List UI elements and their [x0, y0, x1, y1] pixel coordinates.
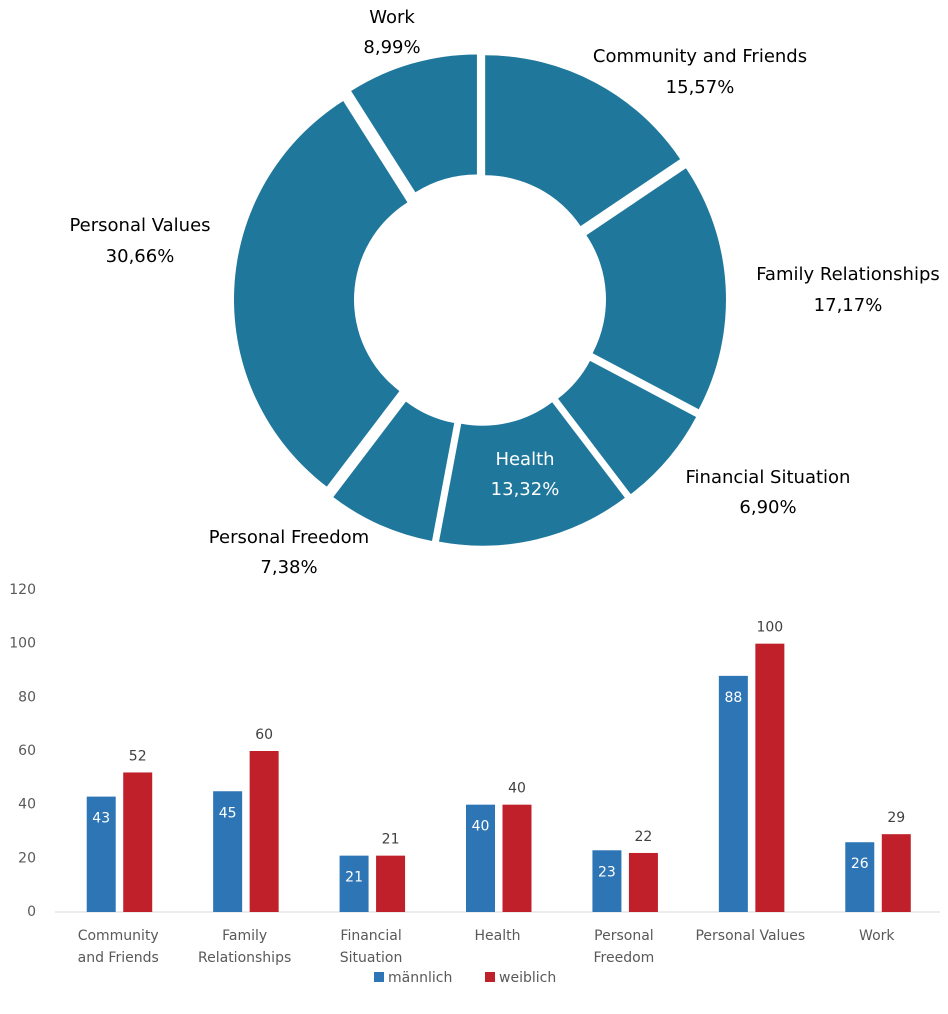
- slice-label: Family Relationships: [756, 264, 940, 285]
- donut-slice: [586, 168, 726, 410]
- legend-label: männlich: [388, 970, 452, 986]
- donut-slice: [234, 101, 408, 487]
- slice-value-label: 6,90%: [739, 497, 796, 518]
- donut-slice: [439, 402, 625, 546]
- bar: [339, 855, 369, 912]
- bar-value-label: 22: [635, 829, 653, 845]
- donut-slice: [333, 401, 455, 541]
- bar-value-label: 45: [219, 805, 237, 821]
- bar: [881, 834, 911, 912]
- bar: [213, 791, 243, 912]
- bar: [628, 852, 658, 912]
- bar-value-label: 60: [255, 727, 273, 743]
- bar: [502, 804, 532, 912]
- bar: [845, 842, 875, 912]
- slice-value-label: 8,99%: [363, 37, 420, 58]
- slice-label: Personal Freedom: [209, 527, 369, 548]
- bar-value-label: 26: [851, 856, 869, 872]
- bar-value-label: 43: [92, 811, 110, 827]
- slice-value-label: 13,32%: [491, 479, 560, 500]
- bar: [592, 850, 622, 912]
- slice-label: Community and Friends: [593, 46, 807, 67]
- bar-value-label: 23: [598, 864, 616, 880]
- y-tick-label: 0: [27, 904, 36, 920]
- legend-swatch: [485, 972, 495, 982]
- bar-value-label: 40: [472, 819, 490, 835]
- bar-value-label: 21: [382, 832, 400, 848]
- bar: [718, 675, 748, 912]
- slice-value-label: 17,17%: [814, 295, 883, 316]
- bar-value-label: 88: [724, 690, 742, 706]
- x-tick-label: Work: [859, 928, 895, 944]
- donut-slice: [351, 54, 477, 193]
- bar: [466, 804, 495, 912]
- x-tick-label: Health: [474, 928, 521, 944]
- y-tick-label: 40: [18, 797, 36, 813]
- bar-value-label: 29: [887, 810, 905, 826]
- x-tick-label: Family Relationships: [198, 928, 292, 966]
- bar-value-label: 21: [345, 870, 363, 886]
- bar-value-label: 52: [129, 748, 147, 764]
- bar: [249, 751, 279, 912]
- donut-slice: [485, 55, 681, 227]
- slice-label: Health: [495, 449, 554, 470]
- slice-value-label: 15,57%: [666, 77, 735, 98]
- slice-label: Personal Values: [69, 215, 210, 236]
- x-tick-label: Personal Values: [695, 928, 806, 944]
- x-tick-label: Personal Freedom: [593, 928, 655, 966]
- bar: [755, 643, 785, 912]
- legend-label: weiblich: [499, 970, 556, 986]
- y-tick-label: 120: [9, 582, 36, 598]
- x-tick-label: Financial Situation: [339, 928, 403, 966]
- bar: [123, 772, 153, 912]
- slice-label: Work: [369, 7, 415, 28]
- slice-label: Financial Situation: [686, 467, 851, 488]
- donut-slice: [558, 360, 697, 495]
- slice-value-label: 30,66%: [106, 246, 175, 267]
- bar-value-label: 100: [756, 620, 783, 636]
- legend-swatch: [374, 972, 384, 982]
- x-tick-label: Community and Friends: [77, 928, 159, 966]
- bar: [86, 796, 116, 912]
- y-tick-label: 80: [18, 689, 36, 705]
- y-tick-label: 60: [18, 743, 36, 759]
- y-tick-label: 100: [9, 636, 36, 652]
- bar: [376, 855, 406, 912]
- bar-value-label: 40: [508, 781, 526, 797]
- y-tick-label: 20: [18, 850, 36, 866]
- slice-value-label: 7,38%: [260, 557, 317, 578]
